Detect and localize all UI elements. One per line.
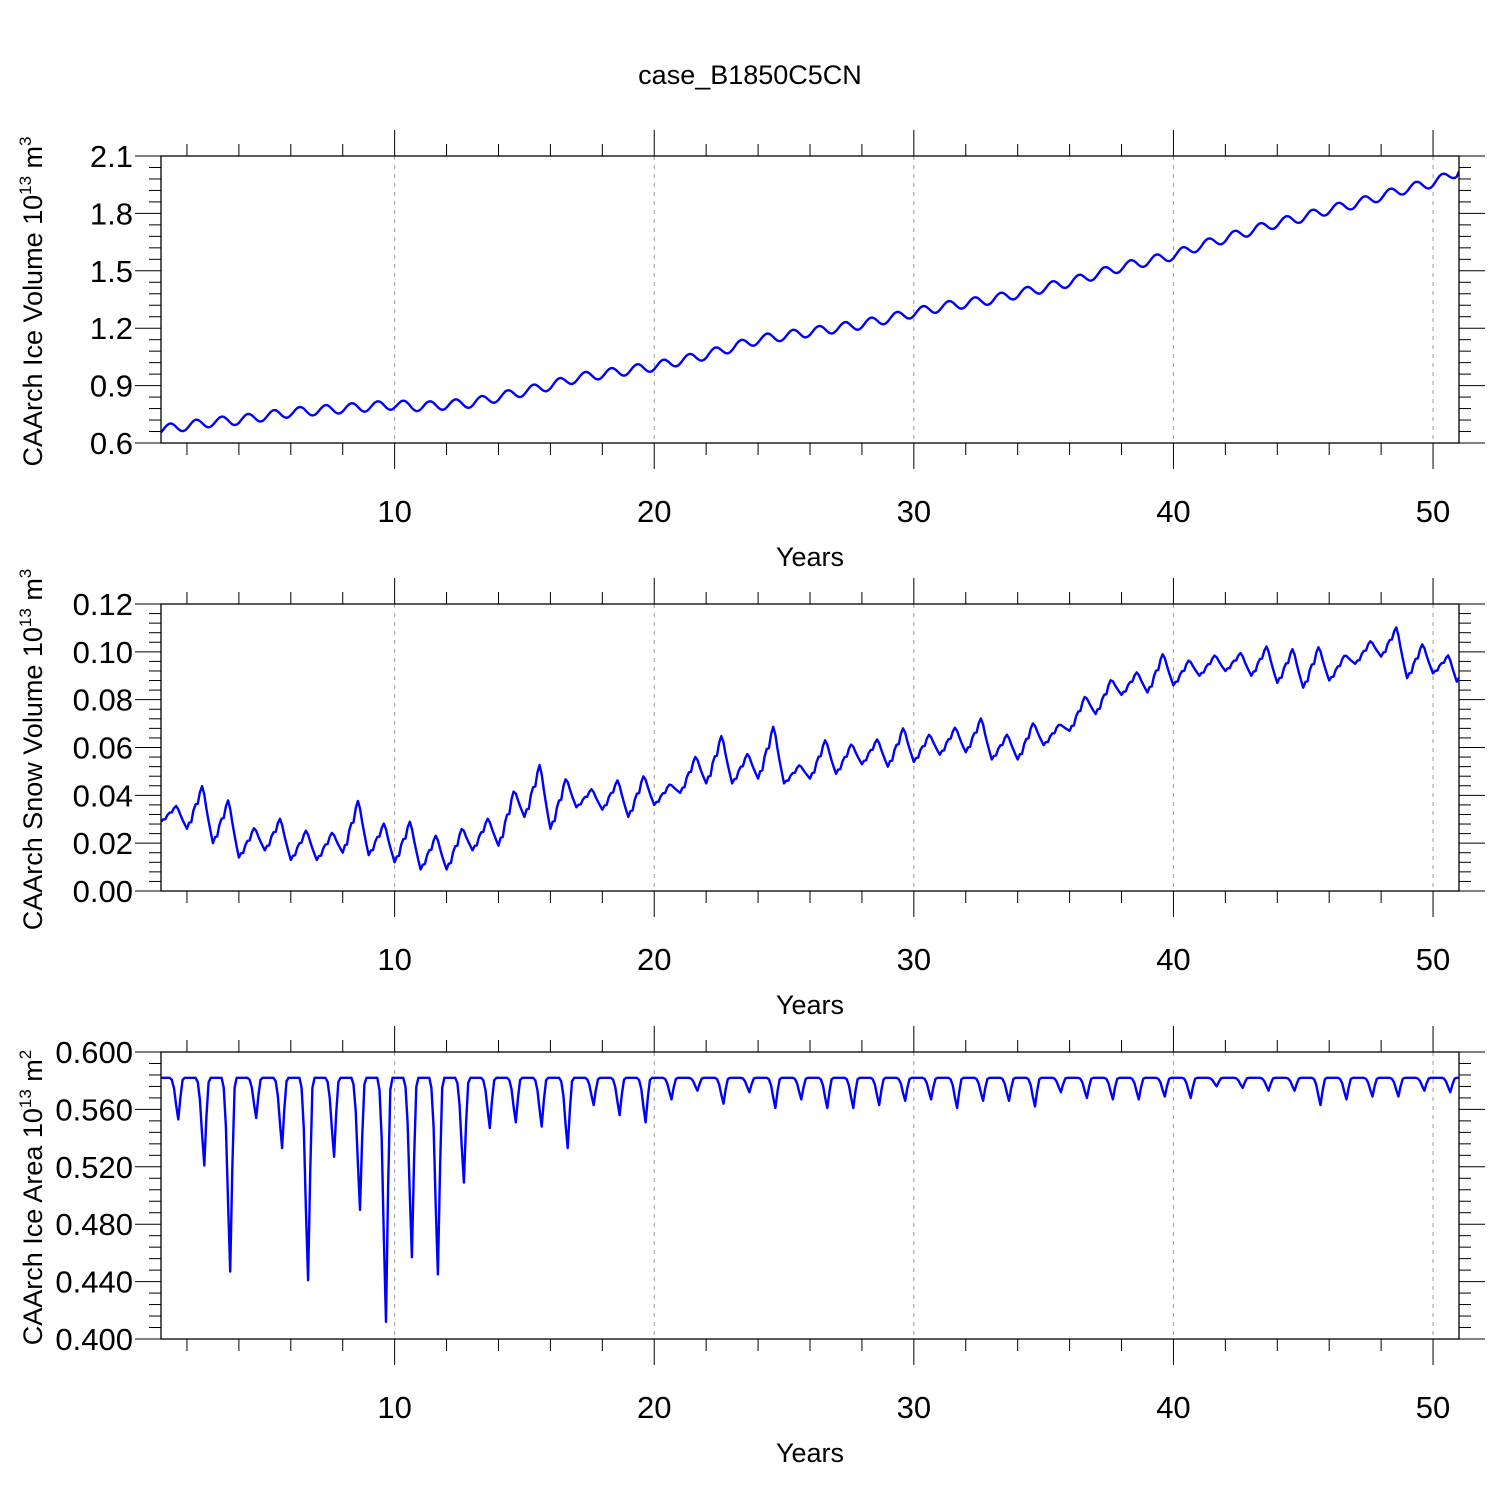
x-tick-label: 20 xyxy=(637,494,671,529)
y-axis-label-exponent: 13 xyxy=(16,1089,35,1108)
y-axis-label-text: CAArch Ice Volume 10 xyxy=(18,195,48,467)
x-tick-label: 20 xyxy=(637,942,671,977)
y-tick-label: 0.08 xyxy=(73,683,133,718)
panel-3: 0.400 0.440 0.480 0.520 0.560 0.600 10 20 30 40 50… xyxy=(16,1026,1485,1468)
y-tick-label: 1.5 xyxy=(90,254,133,289)
y-axis-label: CAArch Snow Volume 1013 m3 xyxy=(16,569,48,931)
x-tick-label: 10 xyxy=(377,1390,411,1425)
x-axis-label: Years xyxy=(776,990,844,1020)
y-axis-label: CAArch Ice Area 1013 m2 xyxy=(16,1050,48,1346)
y-tick-label: 0.480 xyxy=(55,1207,133,1242)
series-line-caarch-ice-area xyxy=(161,1076,1459,1323)
y-tick-label: 1.8 xyxy=(90,196,133,231)
y-tick-label: 0.600 xyxy=(55,1035,133,1070)
y-tick-label: 0.9 xyxy=(90,369,133,404)
y-tick-label: 0.04 xyxy=(73,778,133,813)
y-axis-label-unit-exponent: 3 xyxy=(16,569,35,578)
y-tick-label: 0.400 xyxy=(55,1322,133,1357)
series-line-caarch-ice-volume xyxy=(161,170,1459,434)
x-tick-label: 30 xyxy=(897,942,931,977)
plot-frame xyxy=(160,155,1460,444)
panel-1: 0.6 0.9 1.2 1.5 1.8 2.1 10 20 30 40 50 Years CAArch … xyxy=(16,130,1485,572)
y-axis-label-unit: m xyxy=(18,578,48,608)
y-axis-label-unit: m xyxy=(18,1059,48,1089)
x-tick-label: 20 xyxy=(637,1390,671,1425)
y-axis-label-unit: m xyxy=(18,146,48,176)
x-tick-label: 30 xyxy=(897,1390,931,1425)
x-axis-label: Years xyxy=(776,1438,844,1468)
plot-frame xyxy=(160,603,1460,892)
y-tick-label: 0.12 xyxy=(73,587,133,622)
x-tick-label: 40 xyxy=(1156,1390,1190,1425)
x-tick-label: 50 xyxy=(1416,942,1450,977)
y-tick-label: 2.1 xyxy=(90,139,133,174)
x-axis-label: Years xyxy=(776,542,844,572)
x-tick-label: 40 xyxy=(1156,494,1190,529)
y-axis-label-exponent: 13 xyxy=(16,176,35,195)
y-axis-label-text: CAArch Snow Volume 10 xyxy=(18,627,48,930)
y-tick-label: 0.10 xyxy=(73,635,133,670)
x-tick-label: 30 xyxy=(897,494,931,529)
series-line-caarch-snow-volume xyxy=(161,626,1459,871)
x-tick-label: 50 xyxy=(1416,1390,1450,1425)
y-tick-label: 0.560 xyxy=(55,1092,133,1127)
y-tick-label: 0.440 xyxy=(55,1265,133,1300)
panel-2: 0.00 0.02 0.04 0.06 0.08 0.10 0.12 10 20 30 40 50 Ye… xyxy=(16,569,1485,1020)
y-tick-label: 0.6 xyxy=(90,426,133,461)
y-tick-label: 0.06 xyxy=(73,731,133,766)
figure-title: case_B1850C5CN xyxy=(638,60,862,90)
y-tick-label: 0.02 xyxy=(73,826,133,861)
y-axis-label-unit-exponent: 3 xyxy=(16,136,35,145)
y-tick-label: 0.520 xyxy=(55,1150,133,1185)
y-tick-label: 1.2 xyxy=(90,311,133,346)
y-axis-label: CAArch Ice Volume 1013 m3 xyxy=(16,136,48,466)
x-tick-label: 10 xyxy=(377,942,411,977)
x-tick-label: 10 xyxy=(377,494,411,529)
panels: 0.6 0.9 1.2 1.5 1.8 2.1 10 20 30 40 50 Years CAArch … xyxy=(16,130,1485,1468)
x-tick-label: 40 xyxy=(1156,942,1190,977)
y-tick-label: 0.00 xyxy=(73,874,133,909)
y-axis-label-exponent: 13 xyxy=(16,608,35,627)
x-tick-label: 50 xyxy=(1416,494,1450,529)
y-axis-label-text: CAArch Ice Area 10 xyxy=(18,1108,48,1345)
plot-frame xyxy=(160,1051,1460,1340)
y-axis-label-unit-exponent: 2 xyxy=(16,1050,35,1059)
